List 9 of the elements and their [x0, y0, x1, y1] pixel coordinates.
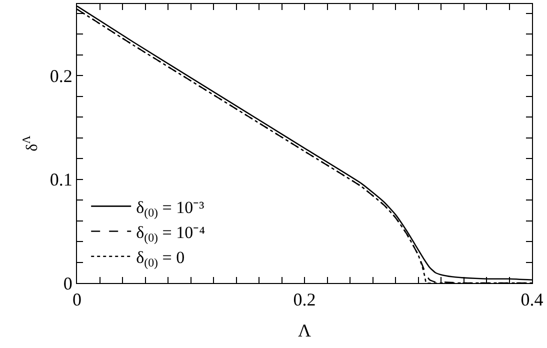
x-tick-label: 0.4 [520, 290, 544, 310]
legend-label: δ$_{(0)}$ = 0 [136, 248, 185, 270]
x-tick-label: 0.2 [293, 290, 316, 310]
y-tick-label: 0.2 [50, 66, 72, 86]
legend-label: δ$_{(0)}$ = 10⁻⁴ [136, 222, 206, 244]
x-axis-title: Λ [298, 320, 312, 341]
legend-label: δ$_{(0)}$ = 10⁻³ [136, 198, 204, 220]
y-tick-label: 0 [63, 273, 72, 294]
y-tick-label: 0.1 [50, 170, 72, 190]
